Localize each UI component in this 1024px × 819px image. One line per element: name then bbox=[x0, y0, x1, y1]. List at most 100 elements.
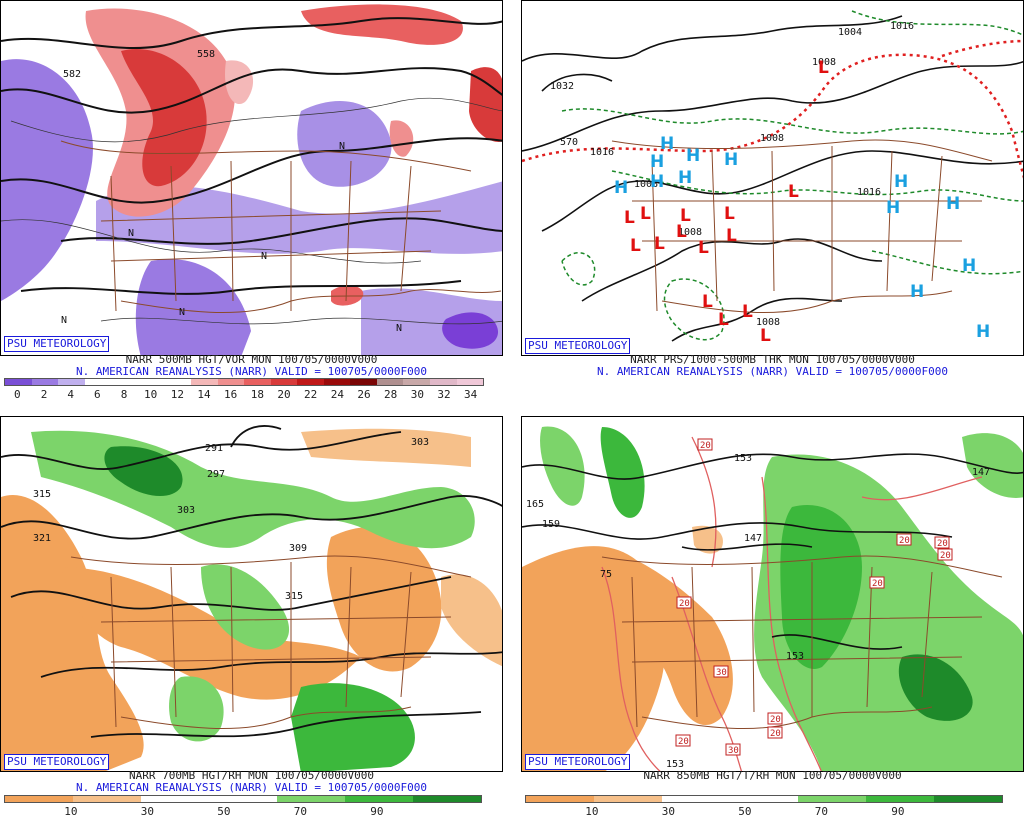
height-label: 303 bbox=[177, 505, 195, 516]
isobar-label: 1008 bbox=[812, 57, 836, 68]
dry-area bbox=[441, 574, 502, 667]
high-pressure-marker: H bbox=[660, 134, 674, 154]
rh-colorbar bbox=[525, 795, 1003, 803]
dry-area bbox=[602, 547, 733, 726]
colorbar-tick-label: 50 bbox=[738, 805, 752, 818]
panel-pressure-thickness: 1032 1016 1008 1016 1008 1004 1008 1016 … bbox=[521, 0, 1024, 404]
valid-time-line: N. AMERICAN REANALYSIS (NARR) VALID = 10… bbox=[76, 781, 427, 794]
colorbar-tick-label: 10 bbox=[144, 388, 158, 401]
colorbar-swatch bbox=[31, 379, 59, 385]
contour-label: 558 bbox=[197, 49, 215, 60]
panel-850mb-temp-rh: 165 159 147 147 153 153 153 10 75 20 20 … bbox=[521, 416, 1024, 819]
low-pressure-marker: L bbox=[630, 236, 641, 256]
pos-vorticity-area bbox=[225, 60, 254, 105]
neg-vorticity-area bbox=[96, 181, 502, 254]
colorbar-swatch bbox=[350, 379, 377, 385]
colorbar-ticks: 10 30 50 70 90 bbox=[525, 805, 1003, 818]
colorbar-tick-label: 26 bbox=[357, 388, 371, 401]
low-pressure-marker: L bbox=[702, 292, 713, 312]
colorbar-swatch bbox=[934, 796, 1002, 802]
colorbar-swatch bbox=[594, 796, 662, 802]
high-pressure-marker: H bbox=[650, 172, 664, 192]
colorbar-swatch bbox=[5, 379, 32, 385]
psu-meteorology-tag: PSU METEOROLOGY bbox=[525, 754, 631, 770]
low-pressure-marker: L bbox=[724, 204, 735, 224]
height-label: 165 bbox=[526, 499, 544, 510]
colorbar-tick-label: 2 bbox=[40, 388, 48, 401]
height-label: 315 bbox=[33, 489, 51, 500]
colorbar-tick-label: 20 bbox=[277, 388, 291, 401]
height-label: 153 bbox=[666, 759, 684, 770]
dry-area bbox=[326, 527, 442, 672]
pos-vorticity-area bbox=[389, 120, 414, 157]
contour-label: N bbox=[396, 323, 402, 334]
map-700mb-svg: 291 297 303 315 321 303 309 315 bbox=[1, 425, 502, 771]
panel-500mb-vorticity: 582 558 N N N N N N PSU METEOROLOGY NARR… bbox=[0, 0, 503, 404]
colorbar-tick-label: 30 bbox=[661, 805, 676, 818]
colorbar-tick-label: 10 bbox=[64, 805, 78, 818]
moist-area bbox=[291, 683, 415, 771]
colorbar-swatch bbox=[217, 379, 245, 385]
high-pressure-marker: H bbox=[886, 198, 900, 218]
map-500mb: 582 558 N N N N N N bbox=[0, 0, 503, 356]
colorbar-tick-label: 8 bbox=[120, 388, 128, 401]
temp-box: 20 bbox=[700, 441, 711, 451]
low-pressure-marker: L bbox=[624, 208, 635, 228]
moist-area bbox=[780, 505, 862, 669]
low-pressure-marker: L bbox=[818, 58, 829, 78]
temp-box: 20 bbox=[770, 715, 781, 725]
colorbar-swatch bbox=[58, 379, 85, 385]
height-label: 315 bbox=[285, 591, 303, 602]
colorbar-swatch bbox=[413, 796, 481, 802]
colorbar-tick-label: 14 bbox=[197, 388, 211, 401]
low-pressure-marker: L bbox=[654, 234, 665, 254]
isobar-label: 1016 bbox=[590, 147, 614, 158]
colorbar-tick-label: 90 bbox=[891, 805, 905, 818]
panel-700mb-rh: 291 297 303 315 321 303 309 315 PSU METE… bbox=[0, 416, 503, 819]
map-850mb-svg: 165 159 147 147 153 153 153 10 75 20 20 … bbox=[522, 426, 1023, 771]
valid-time-line: N. AMERICAN REANALYSIS (NARR) VALID = 10… bbox=[76, 365, 427, 378]
height-label: 147 bbox=[972, 467, 990, 478]
low-pressure-marker: L bbox=[698, 238, 709, 258]
isobar-label: 1032 bbox=[550, 81, 574, 92]
colorbar-swatch bbox=[798, 796, 866, 802]
contour-label: 582 bbox=[63, 69, 81, 80]
isobar-label: 1016 bbox=[857, 187, 881, 198]
vorticity-colorbar bbox=[4, 378, 484, 386]
high-pressure-marker: H bbox=[894, 172, 908, 192]
colorbar-tick-label: 6 bbox=[94, 388, 101, 401]
high-pressure-marker: H bbox=[686, 146, 700, 166]
high-pressure-marker: H bbox=[962, 256, 976, 276]
high-pressure-marker: H bbox=[724, 150, 738, 170]
contour-label: N bbox=[128, 228, 134, 239]
rh-colorbar bbox=[4, 795, 482, 803]
moist-area bbox=[600, 427, 645, 518]
high-pressure-marker: H bbox=[946, 194, 960, 214]
contour-label: N bbox=[61, 315, 67, 326]
colorbar-swatch bbox=[376, 379, 404, 385]
psu-meteorology-tag: PSU METEOROLOGY bbox=[4, 754, 110, 770]
colorbar-swatch bbox=[5, 796, 73, 802]
colorbar-tick-label: 28 bbox=[384, 388, 398, 401]
isobar-label: 1008 bbox=[634, 179, 658, 190]
product-title: NARR 500MB HGT/VOR MON 100705/0000V000 bbox=[125, 353, 378, 366]
height-label: 309 bbox=[289, 543, 307, 554]
map-500mb-svg: 582 558 N N N N N N bbox=[1, 4, 502, 355]
isobar-label: 1008 bbox=[756, 317, 780, 328]
temp-box-group: 20 20 20 20 20 20 30 30 20 20 bbox=[675, 438, 953, 756]
dry-area bbox=[301, 428, 471, 467]
colorbar-tick-label: 32 bbox=[437, 388, 451, 401]
colorbar-swatch bbox=[137, 379, 165, 385]
temp-box: 20 bbox=[899, 536, 910, 546]
pos-vorticity-area bbox=[469, 67, 502, 142]
colorbar-tick-label: 4 bbox=[67, 388, 74, 401]
high-pressure-marker: H bbox=[650, 152, 664, 172]
colorbar-swatch bbox=[209, 796, 277, 802]
neg-vorticity-area bbox=[135, 259, 251, 355]
low-pressure-marker: L bbox=[680, 206, 691, 226]
colorbar-swatch bbox=[141, 796, 209, 802]
low-pressure-marker: L bbox=[742, 302, 753, 322]
low-pressure-marker: L bbox=[640, 204, 651, 224]
valid-time-line: N. AMERICAN REANALYSIS (NARR) VALID = 10… bbox=[597, 365, 948, 378]
map-850mb: 165 159 147 147 153 153 153 10 75 20 20 … bbox=[521, 416, 1024, 772]
